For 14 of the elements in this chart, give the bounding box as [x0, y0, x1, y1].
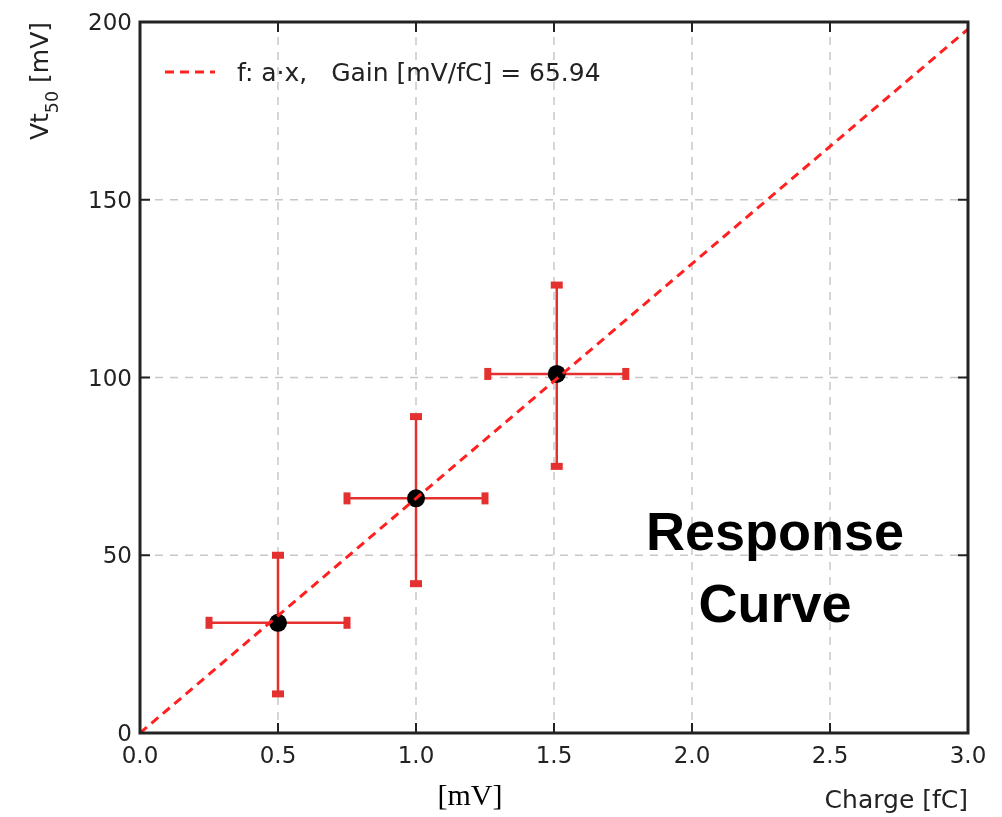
- x-tick-label: 2.5: [811, 742, 849, 768]
- y-tick-label: 100: [88, 364, 132, 391]
- y-tick-label: 150: [88, 186, 132, 213]
- x-tick-label: 0.5: [259, 742, 297, 768]
- text: [mV]: [437, 778, 503, 811]
- y-tick-label: 200: [88, 9, 132, 36]
- annotation: Response Curve: [645, 501, 905, 633]
- legend-label: f: a·x, Gain [mV/fC] = 65.94: [237, 57, 601, 87]
- y-tick-label: 50: [102, 542, 132, 569]
- x-tick-label: 3.0: [949, 742, 987, 768]
- x-tick-label: 2.0: [673, 742, 711, 768]
- x-axis-title: Charge [fC]: [824, 785, 968, 814]
- x-tick-label: 1.5: [535, 742, 573, 768]
- x-tick-label: 1.0: [397, 742, 435, 768]
